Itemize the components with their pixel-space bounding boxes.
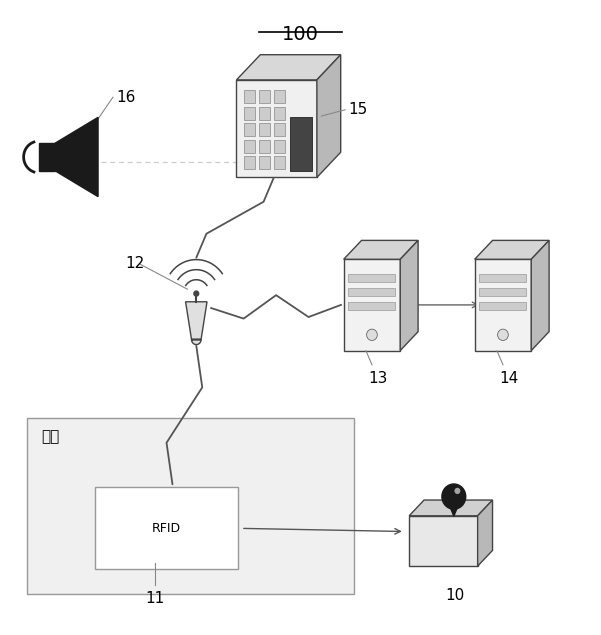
Circle shape [442,484,466,509]
Polygon shape [317,55,341,177]
Polygon shape [400,241,418,351]
Bar [480,274,526,282]
Polygon shape [478,500,493,566]
Bar [95,488,238,570]
Polygon shape [409,500,493,516]
Polygon shape [344,241,418,259]
Circle shape [367,329,377,340]
Bar [244,123,255,136]
Text: 14: 14 [499,371,519,386]
Polygon shape [236,55,341,80]
Bar [480,288,526,296]
Bar [349,288,395,296]
Bar [38,143,55,171]
Text: 13: 13 [368,371,388,386]
Bar [244,156,255,170]
Bar [480,302,526,310]
Circle shape [454,488,460,494]
Polygon shape [55,117,98,197]
Bar [349,274,395,282]
Polygon shape [192,340,201,345]
Bar [244,90,255,103]
Circle shape [194,291,199,296]
Bar [273,123,285,136]
Bar [349,302,395,310]
Polygon shape [409,516,478,566]
Bar [273,90,285,103]
Bar [259,156,270,170]
Bar [259,107,270,119]
Bar [244,107,255,119]
Polygon shape [186,302,207,340]
Text: RFID: RFID [152,522,181,535]
Circle shape [498,329,508,340]
Polygon shape [448,502,460,516]
Text: 车辆: 车辆 [41,429,59,444]
Bar [273,107,285,119]
Text: 12: 12 [125,257,144,272]
Bar [236,80,317,177]
Bar [475,259,531,351]
Text: 11: 11 [145,591,164,606]
Bar [273,140,285,152]
Bar [344,259,400,351]
Polygon shape [475,241,549,259]
Bar [259,140,270,152]
Bar [26,418,354,594]
Polygon shape [531,241,549,351]
Bar [259,90,270,103]
Text: 10: 10 [446,588,465,603]
Bar [290,117,312,171]
Bar [259,123,270,136]
Text: 16: 16 [116,90,135,105]
Text: 15: 15 [348,102,367,117]
Text: 100: 100 [282,25,319,44]
Bar [273,156,285,170]
Bar [244,140,255,152]
